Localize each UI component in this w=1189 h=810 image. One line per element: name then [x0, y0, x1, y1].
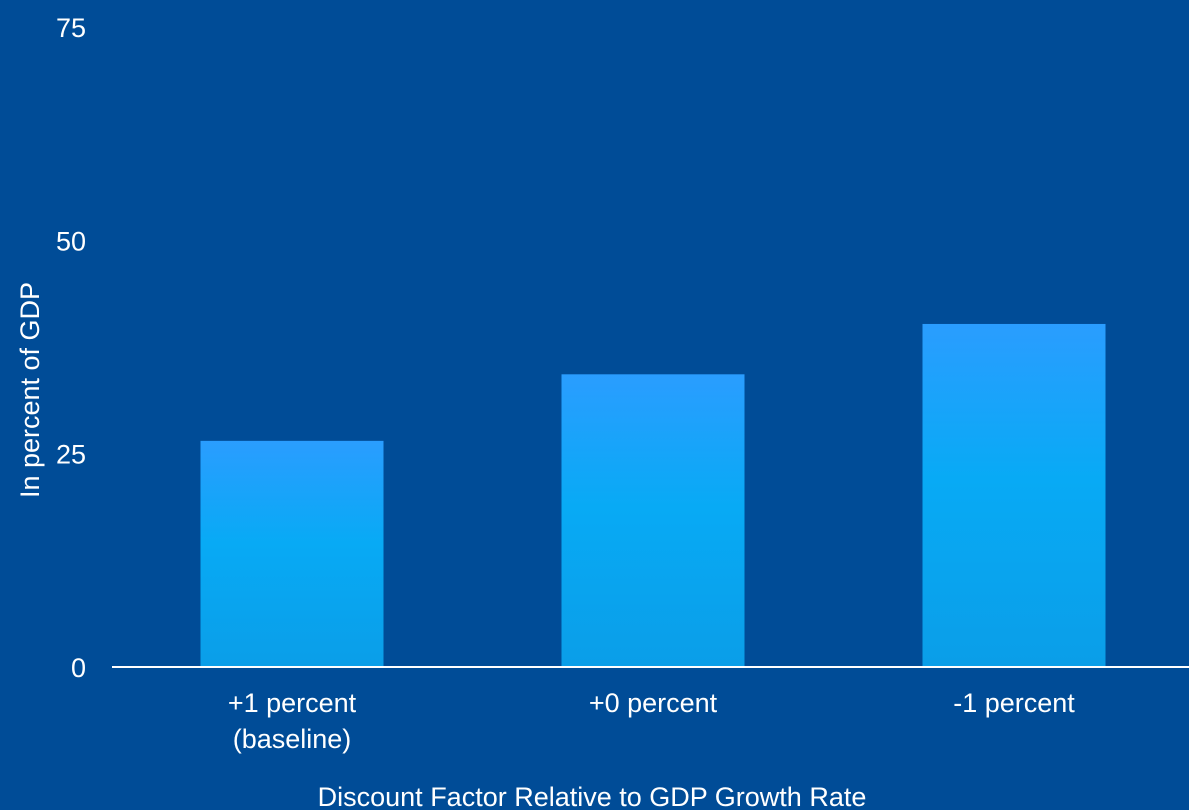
bar — [200, 440, 384, 667]
y-tick-label: 75 — [56, 13, 86, 43]
y-tick-label: 50 — [56, 226, 86, 256]
bars-group — [200, 323, 1106, 667]
x-tick-label: +1 percent (baseline) — [228, 688, 357, 754]
y-tick-label: 25 — [56, 440, 86, 470]
x-axis-title: Discount Factor Relative to GDP Growth R… — [318, 782, 867, 810]
y-tick-label: 0 — [71, 653, 86, 683]
x-tick-label: +0 percent — [589, 688, 718, 718]
bar — [561, 374, 745, 667]
y-axis-ticks: 0 25 50 75 — [56, 13, 86, 683]
y-axis-title: In percent of GDP — [15, 282, 45, 498]
bar — [922, 323, 1106, 667]
x-tick-label: -1 percent — [953, 688, 1075, 718]
x-axis-tick-labels: +1 percent (baseline) +0 percent -1 percent — [228, 688, 1075, 754]
